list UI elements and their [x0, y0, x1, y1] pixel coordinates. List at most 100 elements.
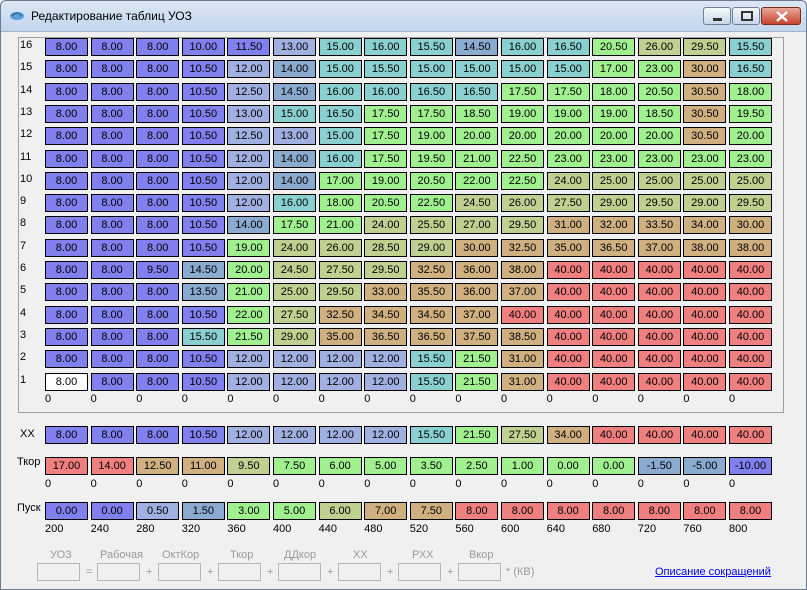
table-cell[interactable]: 31.00 [501, 372, 544, 391]
table-cell[interactable]: 32.50 [318, 305, 362, 324]
table-cell[interactable]: 8.00 [90, 238, 134, 257]
table-cell[interactable]: 10.50 [181, 171, 225, 190]
pusk-cell[interactable]: 5.00 [273, 502, 316, 520]
table-cell[interactable]: 8.00 [45, 104, 88, 123]
table-cell[interactable]: 20.50 [409, 171, 453, 190]
table-cell[interactable]: 8.00 [136, 127, 180, 146]
table-cell[interactable]: 19.50 [729, 104, 772, 123]
table-cell[interactable]: 40.00 [546, 305, 590, 324]
table-cell[interactable]: 8.00 [45, 238, 88, 257]
pusk-cell[interactable]: 0.50 [136, 502, 180, 520]
table-cell[interactable]: 10.50 [181, 127, 225, 146]
xx-cell[interactable]: 12.00 [318, 426, 362, 444]
table-cell[interactable]: 13.00 [273, 127, 316, 146]
table-cell[interactable]: 24.50 [455, 194, 499, 213]
table-cell[interactable]: 33.50 [637, 216, 681, 235]
table-cell[interactable]: 40.00 [683, 327, 727, 346]
table-cell[interactable]: 29.50 [683, 38, 727, 56]
table-cell[interactable]: 22.50 [409, 194, 453, 213]
table-cell[interactable]: 34.50 [409, 305, 453, 324]
table-cell[interactable]: 40.00 [729, 350, 772, 369]
table-cell[interactable]: 23.00 [592, 149, 636, 168]
table-cell[interactable]: 37.00 [455, 305, 499, 324]
table-cell[interactable]: 14.50 [181, 261, 225, 279]
table-cell[interactable]: 8.00 [136, 171, 180, 190]
table-cell[interactable]: 22.00 [455, 171, 499, 190]
table-cell[interactable]: 20.50 [637, 82, 681, 101]
table-cell[interactable]: 23.00 [683, 149, 727, 168]
table-cell[interactable]: 19.00 [501, 104, 544, 123]
tkor-cell[interactable]: -5.00 [683, 457, 727, 475]
table-cell[interactable]: 15.00 [273, 104, 316, 123]
table-cell[interactable]: 21.50 [455, 372, 499, 391]
table-cell[interactable]: 8.00 [136, 82, 180, 101]
table-cell[interactable]: 19.50 [409, 149, 453, 168]
table-cell[interactable]: 25.00 [729, 171, 772, 190]
pusk-cell[interactable]: 0.00 [45, 502, 88, 520]
table-cell[interactable]: 24.00 [364, 216, 408, 235]
maximize-button[interactable] [732, 7, 760, 25]
table-cell[interactable]: 15.50 [364, 60, 408, 79]
tkor-cell[interactable]: 2.50 [455, 457, 499, 475]
table-cell[interactable]: 30.50 [683, 104, 727, 123]
table-cell[interactable]: 26.00 [637, 38, 681, 56]
table-cell[interactable]: 20.50 [364, 194, 408, 213]
tkor-cell[interactable]: 17.00 [45, 457, 88, 475]
xx-cell[interactable]: 34.00 [546, 426, 590, 444]
table-cell[interactable]: 35.50 [409, 283, 453, 302]
pusk-cell[interactable]: 0.00 [90, 502, 134, 520]
table-cell[interactable]: 8.00 [90, 261, 134, 279]
table-cell[interactable]: 14.00 [273, 149, 316, 168]
table-cell[interactable]: 17.50 [273, 216, 316, 235]
table-cell[interactable]: 21.00 [318, 216, 362, 235]
table-cell[interactable]: 8.00 [136, 305, 180, 324]
table-cell[interactable]: 19.00 [546, 104, 590, 123]
table-cell[interactable]: 8.00 [136, 327, 180, 346]
table-cell[interactable]: 37.00 [501, 283, 544, 302]
table-cell[interactable]: 10.50 [181, 216, 225, 235]
table-cell[interactable]: 20.00 [637, 127, 681, 146]
table-cell[interactable]: 8.00 [45, 216, 88, 235]
table-cell[interactable]: 17.50 [546, 82, 590, 101]
table-cell[interactable]: 40.00 [637, 372, 681, 391]
table-cell[interactable]: 8.00 [45, 283, 88, 302]
table-cell[interactable]: 29.50 [501, 216, 544, 235]
table-cell[interactable]: 25.00 [637, 171, 681, 190]
table-cell[interactable]: 15.50 [729, 38, 772, 56]
table-cell[interactable]: 12.00 [273, 350, 316, 369]
table-cell[interactable]: 15.00 [409, 60, 453, 79]
table-cell[interactable]: 40.00 [637, 261, 681, 279]
table-cell[interactable]: 40.00 [592, 305, 636, 324]
table-cell[interactable]: 32.50 [409, 261, 453, 279]
table-cell[interactable]: 15.00 [318, 60, 362, 79]
table-cell[interactable]: 22.50 [501, 171, 544, 190]
table-cell[interactable]: 14.00 [273, 60, 316, 79]
table-cell[interactable]: 29.00 [683, 194, 727, 213]
table-cell[interactable]: 8.00 [90, 327, 134, 346]
close-button[interactable] [761, 7, 801, 25]
table-cell[interactable]: 31.00 [546, 216, 590, 235]
table-cell[interactable]: 40.00 [501, 305, 544, 324]
table-cell[interactable]: 10.50 [181, 104, 225, 123]
formula-field[interactable] [158, 563, 201, 581]
pusk-cell[interactable]: 7.00 [364, 502, 408, 520]
table-cell[interactable]: 24.50 [273, 261, 316, 279]
table-cell[interactable]: 24.00 [546, 171, 590, 190]
table-cell[interactable]: 18.00 [592, 82, 636, 101]
pusk-cell[interactable]: 8.00 [546, 502, 590, 520]
table-cell[interactable]: 8.00 [136, 194, 180, 213]
table-cell[interactable]: 10.50 [181, 82, 225, 101]
table-cell[interactable]: 29.50 [729, 194, 772, 213]
table-cell[interactable]: 29.00 [409, 238, 453, 257]
table-cell[interactable]: 40.00 [592, 350, 636, 369]
table-cell[interactable]: 40.00 [729, 283, 772, 302]
table-cell[interactable]: 12.00 [227, 60, 271, 79]
table-cell[interactable]: 36.50 [592, 238, 636, 257]
pusk-cell[interactable]: 8.00 [592, 502, 636, 520]
table-cell[interactable]: 32.00 [592, 216, 636, 235]
table-cell[interactable]: 33.00 [364, 283, 408, 302]
table-cell[interactable]: 8.00 [90, 38, 134, 56]
table-cell[interactable]: 12.00 [273, 372, 316, 391]
table-cell[interactable]: 8.00 [136, 60, 180, 79]
table-cell[interactable]: 16.50 [455, 82, 499, 101]
